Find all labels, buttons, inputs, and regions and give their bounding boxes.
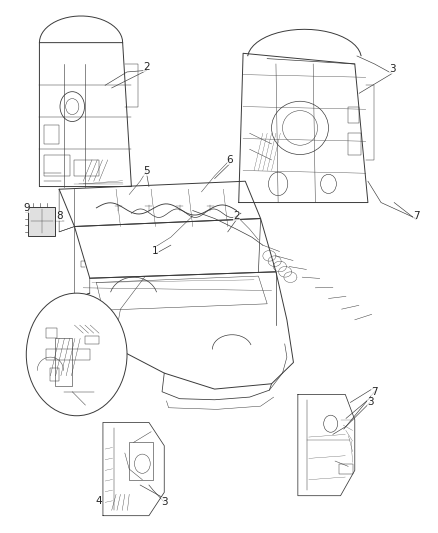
Bar	[339, 464, 353, 474]
Text: 3: 3	[161, 497, 168, 507]
Text: 7: 7	[371, 387, 378, 397]
Text: 9: 9	[23, 203, 30, 213]
Text: 4: 4	[95, 496, 102, 506]
Bar	[129, 442, 153, 480]
Text: 6: 6	[226, 155, 233, 165]
Bar	[44, 125, 59, 144]
Text: 2: 2	[233, 211, 240, 221]
Bar	[46, 328, 57, 338]
Bar	[44, 155, 70, 176]
Bar	[348, 107, 359, 123]
Text: 2: 2	[91, 371, 98, 381]
Bar	[348, 133, 361, 155]
Text: 7: 7	[413, 211, 420, 221]
Text: 3: 3	[389, 64, 396, 74]
Circle shape	[26, 293, 127, 416]
Text: 5: 5	[143, 166, 150, 175]
Text: 3: 3	[367, 398, 374, 407]
Text: 2: 2	[143, 62, 150, 71]
Bar	[46, 349, 90, 360]
Bar	[85, 336, 99, 344]
Bar	[50, 368, 59, 381]
Bar	[55, 338, 72, 386]
Bar	[74, 160, 99, 176]
Bar	[28, 207, 55, 236]
Text: 8: 8	[56, 211, 63, 221]
Text: 1: 1	[152, 246, 159, 255]
